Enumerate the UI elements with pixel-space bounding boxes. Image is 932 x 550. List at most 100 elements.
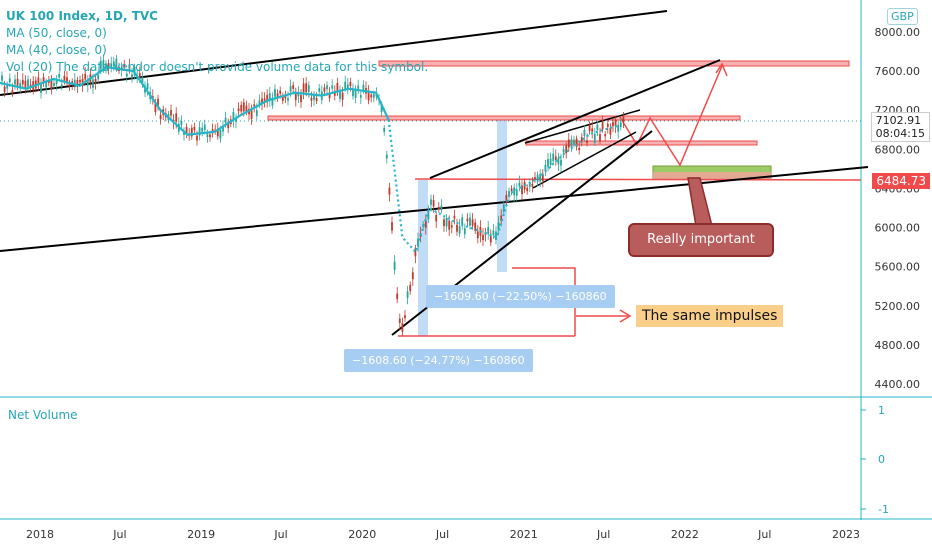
candle-body xyxy=(549,158,552,165)
measure-label-1[interactable]: −1608.60 (−24.77%) −160860 xyxy=(344,349,533,372)
candlestick-series[interactable] xyxy=(1,54,625,336)
volume-tick-label: 0 xyxy=(878,453,885,466)
candle-body xyxy=(326,85,328,90)
candle-body xyxy=(193,126,196,131)
candle-body xyxy=(567,139,570,148)
impulse-callout[interactable]: The same impulses xyxy=(636,305,784,327)
projection-path[interactable] xyxy=(619,65,723,167)
volume-tick-label: -1 xyxy=(878,503,889,516)
candle-body xyxy=(466,218,469,222)
time-axis[interactable]: 2018 Jul 2019 Jul 2020 Jul 2021 Jul 2022 Jul 2023 xyxy=(26,528,860,541)
candle-body xyxy=(411,272,414,280)
candle-body xyxy=(396,293,399,300)
candle-body xyxy=(37,77,40,85)
candle-body xyxy=(341,92,344,100)
candle-body xyxy=(227,121,230,129)
candle-body xyxy=(125,73,128,77)
candle-body xyxy=(128,64,131,69)
candle-body xyxy=(531,183,534,187)
candle-body xyxy=(583,129,586,136)
candle-body xyxy=(398,318,401,324)
candle-body xyxy=(242,102,245,112)
candle-body xyxy=(417,238,419,247)
candle-body xyxy=(3,86,6,93)
trendline-top[interactable] xyxy=(0,10,668,96)
callout-pointer xyxy=(687,177,713,227)
time-tick-label: 2023 xyxy=(832,528,860,541)
inner-channel-upper[interactable] xyxy=(524,109,641,144)
candle-body xyxy=(476,231,479,239)
impulse-bracket[interactable] xyxy=(512,267,576,336)
candle-body xyxy=(29,84,32,88)
price-tick-label: 6800.00 xyxy=(875,143,921,156)
currency-badge[interactable]: GBP xyxy=(887,8,918,25)
candle-body xyxy=(190,127,193,137)
time-tick-label: Jul xyxy=(757,528,771,541)
candle-body xyxy=(40,84,42,93)
candle-body xyxy=(606,123,609,127)
channel-upper[interactable] xyxy=(429,59,721,179)
measure-band-2[interactable] xyxy=(497,116,507,272)
candle-body xyxy=(541,173,544,182)
candle-body xyxy=(50,80,53,90)
resistance-zone-mid[interactable] xyxy=(267,115,741,121)
candle-body xyxy=(175,113,178,122)
candle-body xyxy=(55,80,58,85)
candle-body xyxy=(253,104,256,107)
candle-body xyxy=(515,189,518,196)
support-zone-red[interactable] xyxy=(653,172,771,180)
symbol-title[interactable]: UK 100 Index, 1D, TVC xyxy=(6,9,158,23)
candle-body xyxy=(53,83,55,87)
support-level-line[interactable] xyxy=(414,178,862,181)
inner-channel-lower[interactable] xyxy=(532,131,637,189)
chart-legend[interactable]: UK 100 Index, 1D, TVC MA (50, close, 0) … xyxy=(6,8,428,76)
price-axis[interactable]: 8000.007600.007200.006800.006400.006000.… xyxy=(875,26,921,391)
candle-body xyxy=(554,156,557,160)
candle-body xyxy=(123,64,126,68)
candle-body xyxy=(261,98,263,104)
candle-body xyxy=(305,83,308,93)
volume-pane-label[interactable]: Net Volume xyxy=(8,408,78,422)
resistance-zone-top[interactable] xyxy=(378,60,850,67)
candle-body xyxy=(47,80,50,83)
candle-body xyxy=(367,91,370,101)
candle-body xyxy=(409,284,412,292)
candle-body xyxy=(84,73,87,80)
candle-body xyxy=(578,147,581,151)
resistance-zone-low[interactable] xyxy=(525,140,758,146)
volume-axis: 1 0 -1 xyxy=(861,404,889,516)
candle-body xyxy=(323,87,326,92)
candle-body xyxy=(94,78,97,84)
candle-body xyxy=(115,58,118,67)
candle-body xyxy=(544,164,547,171)
candle-body xyxy=(271,97,274,106)
candle-body xyxy=(76,79,79,87)
measure-band-1[interactable] xyxy=(418,180,428,336)
candle-body xyxy=(73,79,76,85)
ma-50-label[interactable]: MA (50, close, 0) xyxy=(6,26,107,40)
candle-body xyxy=(513,187,516,196)
candle-body xyxy=(232,111,235,121)
candle-body xyxy=(500,215,503,221)
drawings[interactable] xyxy=(0,10,869,337)
candle-body xyxy=(528,183,531,187)
candle-body xyxy=(105,63,107,67)
candle-body xyxy=(469,217,471,226)
candle-body xyxy=(302,83,305,93)
candle-body xyxy=(435,215,438,222)
candle-body xyxy=(235,118,237,122)
measure-label-2[interactable]: −1609.60 (−22.50%) −160860 xyxy=(426,285,615,308)
candle-body xyxy=(222,126,224,132)
price-tick-label: 4400.00 xyxy=(875,378,921,391)
candle-body xyxy=(406,291,409,298)
price-tick-label: 5600.00 xyxy=(875,261,921,274)
candle-body xyxy=(372,93,375,98)
candle-body xyxy=(404,315,406,319)
candle-body xyxy=(604,134,607,137)
time-tick-label: Jul xyxy=(596,528,610,541)
ma-40-label[interactable]: MA (40, close, 0) xyxy=(6,43,107,57)
zone-callout[interactable]: Really important zone xyxy=(628,223,774,277)
candle-body xyxy=(508,191,510,197)
candle-body xyxy=(570,139,573,147)
